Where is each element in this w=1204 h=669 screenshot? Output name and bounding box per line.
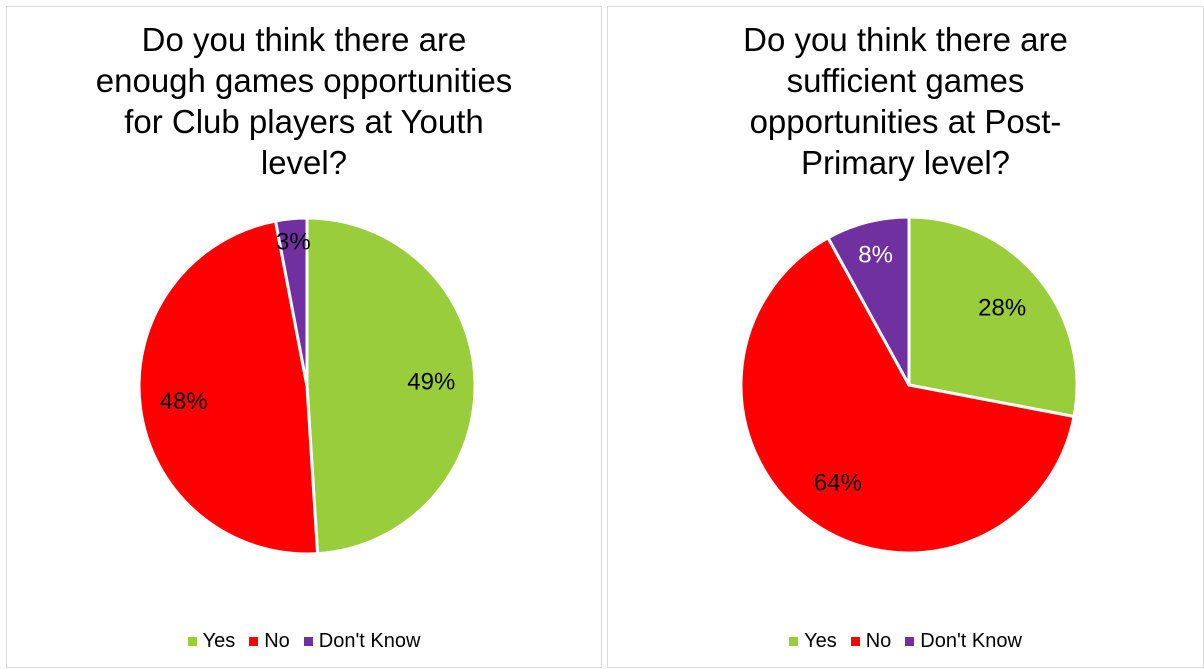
chart-legend: Yes No Don't Know [608, 629, 1203, 653]
pie-slice-dont-know [274, 216, 309, 388]
legend-entry-no: No [850, 629, 892, 653]
pie-slice-yes [907, 215, 1079, 418]
legend-label: Don't Know [920, 630, 1022, 652]
legend-label: No [865, 630, 892, 652]
legend-entry-yes: Yes [789, 629, 837, 653]
pie-slice-no [739, 236, 1076, 555]
pie-chart-svg: 28% 64% 8% [739, 215, 1079, 555]
legend-label: No [264, 630, 290, 652]
data-label-dont-know: 8% [858, 241, 893, 268]
legend-entry-yes: Yes [187, 629, 236, 653]
legend-label: Yes [804, 630, 837, 652]
legend-label: Yes [202, 630, 236, 652]
legend-swatch-dont-know [303, 636, 313, 646]
legend-entry-dont-know: Don't Know [905, 629, 1022, 653]
chart-title: Do you think there are sufficient games … [743, 21, 1068, 181]
legend-label: Don't Know [318, 630, 421, 652]
data-label-yes: 28% [978, 294, 1026, 321]
pie-slice-no [137, 219, 320, 556]
pie-chart-svg: 49% 48% 3% [137, 216, 477, 556]
legend-entry-dont-know: Don't Know [303, 629, 421, 653]
data-label-no: 48% [160, 388, 208, 415]
pie-slice-yes [305, 216, 477, 556]
data-label-no: 64% [814, 469, 862, 496]
legend-swatch-dont-know [905, 636, 915, 646]
chart-panel-post-primary: Do you think there are sufficient games … [607, 6, 1204, 668]
pie-slice-dont-know [826, 215, 911, 387]
data-label-dont-know: 3% [276, 229, 311, 256]
chart-legend: Yes No Don't Know [7, 629, 601, 653]
legend-swatch-yes [187, 636, 197, 646]
chart-panel-youth: Do you think there are enough games oppo… [6, 6, 602, 668]
legend-swatch-no [249, 636, 259, 646]
legend-swatch-no [850, 636, 860, 646]
legend-entry-no: No [249, 629, 290, 653]
chart-title: Do you think there are enough games oppo… [95, 21, 513, 181]
data-label-yes: 49% [407, 369, 455, 396]
legend-swatch-yes [789, 636, 799, 646]
